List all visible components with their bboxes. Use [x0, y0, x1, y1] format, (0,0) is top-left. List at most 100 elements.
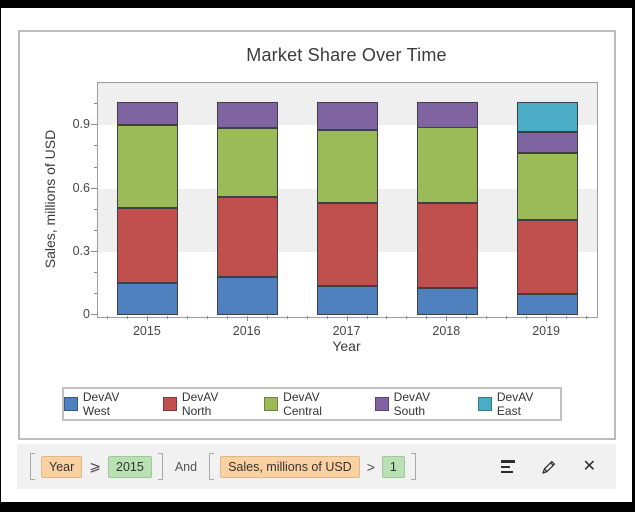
y-major-tick — [91, 314, 97, 315]
x-minor-tick — [226, 316, 228, 319]
legend-swatch — [478, 397, 492, 411]
filter-bar: Year ⩾ 2015 And Sales, millions of USD >1 ✕ — [17, 444, 616, 489]
filter-field-chip[interactable]: Year — [41, 455, 83, 478]
bar-segment-2018-devav-central[interactable] — [416, 127, 478, 204]
bar-segment-2016-devav-west[interactable] — [217, 277, 279, 315]
legend-item-devav-central[interactable]: DevAV Central — [264, 390, 361, 418]
clause-close-bracket — [410, 453, 416, 480]
y-major-tick — [91, 124, 97, 126]
legend-label: DevAV West — [82, 390, 120, 418]
filter-operator[interactable]: ⩾ — [89, 458, 101, 474]
legend-item-devav-east[interactable]: DevAV East — [478, 390, 560, 418]
x-tick-label-2017: 2017 — [332, 324, 361, 338]
y-minor-tick — [94, 145, 97, 147]
legend-label: DevAV East — [496, 390, 534, 418]
y-tick-label: 0.6 — [72, 180, 90, 195]
bar-segment-2018-devav-west[interactable] — [416, 287, 478, 315]
bar-segment-2015-devav-west[interactable] — [117, 283, 179, 315]
bar-segment-2017-devav-north[interactable] — [317, 203, 378, 286]
bar-segment-2017-devav-west[interactable] — [317, 285, 378, 315]
bar-segment-2016-devav-south[interactable] — [217, 102, 279, 128]
x-minor-tick — [506, 316, 508, 319]
pencil-icon[interactable] — [540, 458, 558, 476]
filter-icon-group: ✕ — [500, 457, 596, 476]
x-tick-label-2015: 2015 — [132, 324, 161, 338]
x-major-tick — [146, 316, 148, 321]
pencil-icon-glyph — [541, 460, 555, 474]
x-minor-tick — [586, 316, 587, 319]
chart-panel: Market Share Over Time Sales, millions o… — [18, 30, 616, 440]
x-minor-tick — [486, 316, 488, 319]
legend-item-devav-north[interactable]: DevAV North — [163, 390, 250, 418]
bar-segment-2016-devav-central[interactable] — [217, 127, 279, 197]
x-minor-tick — [286, 316, 288, 319]
menu-icon-bar — [500, 471, 513, 473]
y-minor-tick — [94, 103, 97, 105]
y-minor-tick — [94, 166, 97, 168]
legend-swatch — [264, 397, 279, 411]
bar-segment-2019-devav-west[interactable] — [516, 293, 578, 315]
bar-segment-2015-devav-central[interactable] — [117, 125, 179, 208]
legend-label: DevAV South — [393, 390, 431, 418]
x-minor-tick — [566, 316, 568, 319]
legend-item-devav-west[interactable]: DevAV West — [64, 390, 149, 418]
y-minor-tick — [94, 292, 97, 294]
bar-segment-2017-devav-south[interactable] — [317, 102, 378, 130]
x-tick-label-2019: 2019 — [532, 324, 560, 338]
legend-label: DevAV North — [181, 390, 219, 418]
bar-segment-2019-devav-central[interactable] — [516, 152, 578, 221]
x-minor-tick — [386, 316, 388, 319]
x-major-tick — [246, 316, 248, 321]
x-minor-tick — [426, 316, 428, 319]
bar-segment-2015-devav-south[interactable] — [117, 102, 179, 126]
y-minor-tick — [94, 229, 97, 231]
bar-segment-2019-devav-north[interactable] — [516, 220, 578, 294]
clause-close-bracket — [157, 453, 163, 480]
x-minor-tick — [266, 316, 268, 319]
clause-open-bracket — [209, 453, 215, 480]
legend-item-devav-south[interactable]: DevAV South — [374, 390, 464, 418]
y-major-tick — [91, 187, 97, 189]
x-minor-tick — [366, 316, 368, 319]
plot-area — [97, 82, 598, 318]
bar-segment-2017-devav-central[interactable] — [317, 129, 378, 204]
legend: DevAV West DevAV North DevAV Central DevAV … — [62, 387, 562, 421]
filter-value-chip[interactable]: 1 — [381, 455, 405, 478]
x-major-tick — [346, 316, 348, 321]
menu-icon-bar — [500, 460, 515, 463]
x-minor-tick — [306, 316, 308, 319]
bar-segment-2018-devav-south[interactable] — [416, 102, 478, 128]
y-minor-tick — [94, 208, 97, 210]
filter-operator[interactable]: > — [366, 458, 375, 475]
x-minor-tick — [126, 316, 128, 319]
y-tick-label: 0.3 — [72, 243, 90, 258]
y-tick-label: 0 — [83, 307, 90, 321]
x-tick-label-2018: 2018 — [432, 324, 461, 338]
y-major-tick — [91, 250, 97, 252]
bar-segment-2016-devav-north[interactable] — [217, 197, 279, 278]
x-minor-tick — [526, 316, 528, 319]
x-axis-title: Year — [332, 338, 361, 354]
legend-swatch — [374, 397, 389, 411]
chart-title: Market Share Over Time — [246, 45, 447, 65]
bar-segment-2019-devav-south[interactable] — [516, 131, 578, 153]
bar-segment-2018-devav-north[interactable] — [416, 203, 478, 288]
x-minor-tick — [206, 316, 208, 319]
x-tick-label-2016: 2016 — [232, 324, 261, 338]
y-minor-tick — [94, 271, 97, 273]
clause-open-bracket — [30, 453, 35, 480]
y-axis-title: Sales, millions of USD — [42, 129, 58, 269]
bar-segment-2019-devav-east[interactable] — [516, 102, 578, 132]
filter-field-chip[interactable]: Sales, millions of USD — [220, 455, 360, 478]
x-minor-tick — [326, 316, 328, 319]
filter-value-chip[interactable]: 2015 — [108, 455, 152, 478]
x-major-tick — [446, 316, 448, 321]
menu-icon[interactable] — [500, 459, 515, 475]
close-icon[interactable]: ✕ — [582, 457, 596, 475]
bar-segment-2015-devav-north[interactable] — [117, 207, 179, 284]
legend-swatch — [64, 397, 78, 411]
x-minor-tick — [186, 316, 188, 319]
legend-swatch — [163, 397, 177, 411]
x-minor-tick — [107, 316, 108, 319]
